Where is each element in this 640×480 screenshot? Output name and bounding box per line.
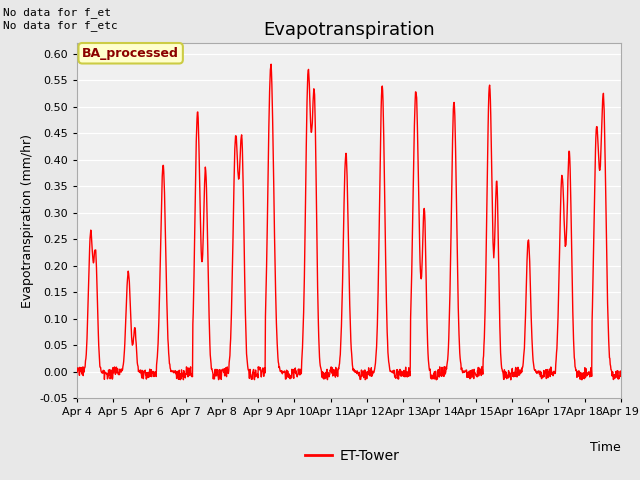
Text: Time: Time <box>590 441 621 454</box>
Y-axis label: Evapotranspiration (mm/hr): Evapotranspiration (mm/hr) <box>20 134 33 308</box>
Legend: ET-Tower: ET-Tower <box>299 443 405 468</box>
Text: BA_processed: BA_processed <box>82 47 179 60</box>
Title: Evapotranspiration: Evapotranspiration <box>263 21 435 39</box>
Text: No data for f_et
No data for f_etc: No data for f_et No data for f_etc <box>3 7 118 31</box>
